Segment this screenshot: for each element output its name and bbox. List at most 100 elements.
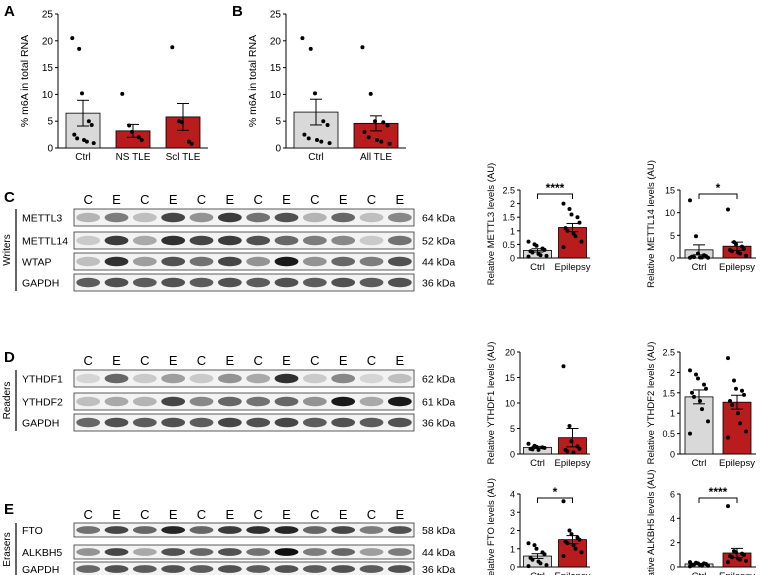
blot-band xyxy=(387,526,412,534)
data-point xyxy=(75,136,80,141)
blot-d: C E C E C E C E C E C E Readers YTHDF1 62 kDa YTHDF2 61 … xyxy=(2,353,455,432)
group-label: Writers xyxy=(2,234,13,265)
kda-label: 44 kDa xyxy=(422,257,455,269)
data-point xyxy=(313,91,317,96)
y-tick-label: 6 xyxy=(670,490,675,500)
blot-band xyxy=(132,256,157,267)
y-tick-label: 3 xyxy=(510,508,515,518)
data-point xyxy=(534,546,539,551)
blot-band xyxy=(132,235,157,246)
data-point xyxy=(569,439,574,444)
category-label: Epilepsy xyxy=(555,571,591,575)
y-tick-label: 15 xyxy=(42,63,54,74)
panel-letter-b: B xyxy=(232,3,243,20)
blot-band xyxy=(217,256,242,267)
data-point xyxy=(577,220,582,225)
data-point xyxy=(186,139,191,144)
blot-band xyxy=(387,396,412,407)
blot-row-wtap: WTAP 44 kDa xyxy=(22,252,455,271)
blot-band xyxy=(104,396,129,407)
blot-band xyxy=(217,396,242,407)
blot-band xyxy=(104,417,129,428)
y-tick-label: 10 xyxy=(665,208,675,218)
category-label: All TLE xyxy=(360,152,392,163)
y-axis-label: % m6A in total RNA xyxy=(19,35,31,127)
y-tick-label: 15 xyxy=(270,63,282,74)
blot-row-gapdh: GAPDH 36 kDa xyxy=(22,273,455,292)
lane-label: C xyxy=(310,192,319,207)
category-label: NS TLE xyxy=(116,152,151,163)
data-point xyxy=(736,411,740,416)
data-point xyxy=(89,122,94,127)
blot-band xyxy=(331,548,356,556)
lane-label: E xyxy=(339,192,348,207)
blot-band xyxy=(104,212,129,223)
blot-band xyxy=(359,212,384,223)
data-point xyxy=(530,557,535,562)
blot-band xyxy=(387,277,412,288)
blot-band xyxy=(161,235,186,246)
blot-band xyxy=(274,373,299,384)
data-point xyxy=(120,91,125,96)
blot-band xyxy=(387,373,412,384)
blot-band xyxy=(359,548,384,556)
significance-stars: * xyxy=(716,181,721,195)
blot-strip xyxy=(73,208,415,227)
blot-band xyxy=(246,417,271,428)
data-point xyxy=(742,552,746,557)
y-tick-label: 25 xyxy=(42,10,54,21)
data-point xyxy=(368,91,373,96)
blot-band xyxy=(302,417,327,428)
y-tick-label: 20 xyxy=(42,36,54,47)
lane-label: C xyxy=(197,192,206,207)
blot-band xyxy=(387,256,412,267)
y-tick-label: 0 xyxy=(510,254,515,264)
data-point xyxy=(526,239,531,244)
blot-band xyxy=(76,565,101,573)
blot-band xyxy=(189,526,214,534)
data-point xyxy=(734,242,738,247)
blot-row-fto: FTO 58 kDa xyxy=(22,522,455,538)
data-point xyxy=(694,372,698,377)
blot-band xyxy=(331,212,356,223)
y-tick-label: 10 xyxy=(42,90,54,101)
lane-label: C xyxy=(310,507,319,522)
blot-band xyxy=(161,565,186,573)
chart-d1: 0 5 10 15 20 Relative YTHDF1 levels (AU) Ctrl E… xyxy=(486,342,591,469)
data-point xyxy=(136,135,141,140)
chart-b: 0 5 10 15 20 25 % m6A in total RNA Ctrl All TLE xyxy=(247,10,406,163)
blot-band xyxy=(274,256,299,267)
data-point xyxy=(538,561,543,566)
data-point xyxy=(381,120,386,125)
data-point xyxy=(84,139,89,144)
data-point xyxy=(577,446,582,451)
data-point xyxy=(189,141,194,146)
lane-label: E xyxy=(112,507,121,522)
y-axis-label: Relative METTL14 levels (AU) xyxy=(646,160,657,288)
y-tick-label: 15 xyxy=(505,373,515,383)
blot-band xyxy=(189,396,214,407)
y-tick-label: 0 xyxy=(275,144,281,155)
blot-row-alkbh5: ALKBH5 44 kDa xyxy=(22,544,455,560)
kda-label: 61 kDa xyxy=(422,397,455,409)
lane-label: C xyxy=(140,507,149,522)
data-point xyxy=(77,46,82,51)
category-label: Epilepsy xyxy=(555,458,591,469)
blot-row-ythdf1: YTHDF1 62 kDa xyxy=(22,369,455,388)
blot-band xyxy=(246,277,271,288)
data-point xyxy=(379,139,384,144)
lane-label: C xyxy=(140,353,149,368)
data-point xyxy=(526,564,531,569)
category-label: Ctrl xyxy=(530,458,545,469)
y-tick-label: 5 xyxy=(47,117,53,128)
lane-label: E xyxy=(169,507,178,522)
kda-label: 44 kDa xyxy=(422,547,455,559)
data-point xyxy=(561,499,566,504)
blot-band xyxy=(331,396,356,407)
blot-band xyxy=(132,212,157,223)
blot-band xyxy=(161,212,186,223)
y-tick-label: 2.5 xyxy=(662,348,675,358)
blot-band xyxy=(246,396,271,407)
lane-label: E xyxy=(112,192,121,207)
blot-e: C E C E C E C E C E C E Erasers FTO 58 kDa ALKBH5 44 kDa… xyxy=(2,507,455,575)
